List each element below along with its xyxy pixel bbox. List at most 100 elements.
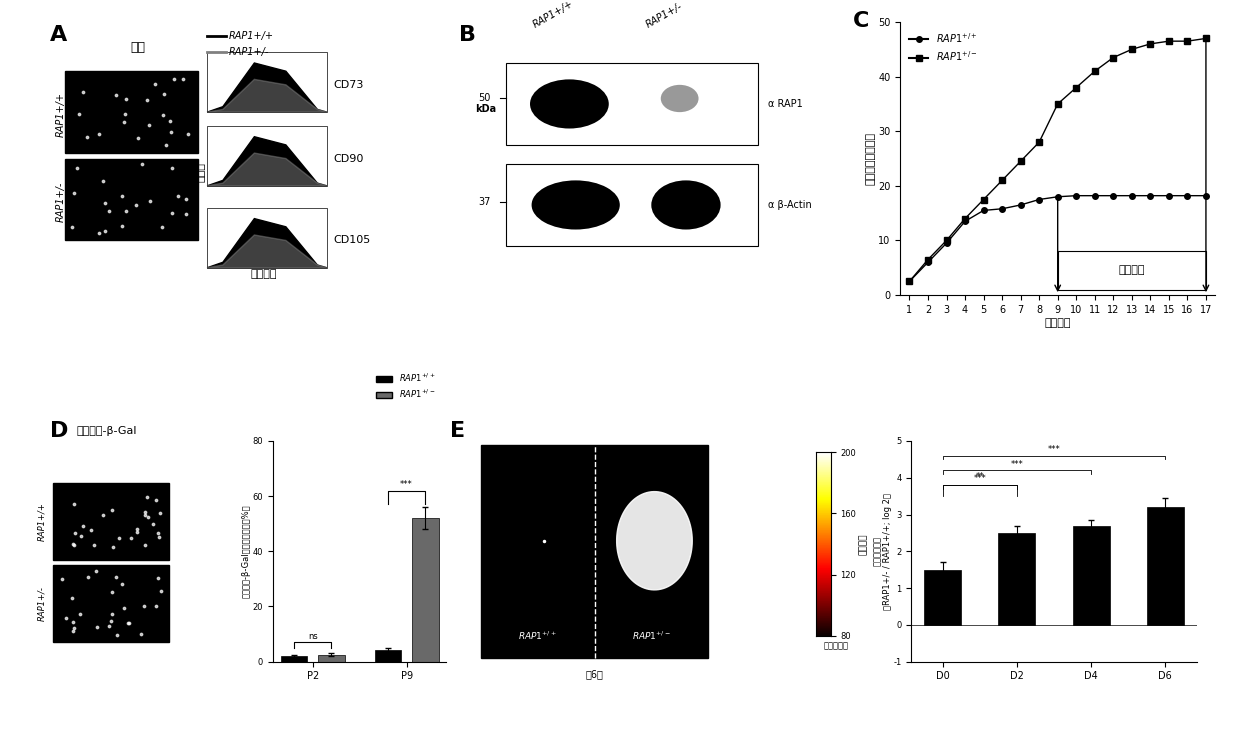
Bar [1073,526,1110,625]
Text: $RAP1^{+/+}$: $RAP1^{+/+}$ [518,629,557,642]
Point [57,612,77,624]
Bar [1147,507,1184,625]
Text: kDa: kDa [475,104,496,115]
Point [134,600,154,612]
RAP1+/+ [1069,191,1084,200]
Polygon shape [207,63,327,112]
Text: 第6天: 第6天 [585,669,604,679]
Point [135,539,155,551]
Point [113,190,133,201]
Point [176,193,196,205]
Text: 信号强度: 信号强度 [250,269,277,279]
RAP1+/+ [1143,191,1158,200]
Point [151,585,171,597]
Text: CD105: CD105 [334,235,371,245]
FancyBboxPatch shape [207,126,327,186]
Point [102,587,122,598]
Point [103,608,123,620]
Point [136,492,156,503]
FancyBboxPatch shape [53,484,170,560]
Point [84,539,104,551]
Point [103,541,123,553]
Point [161,126,181,137]
Legend: $RAP1^{+/+}$, $RAP1^{+/-}$: $RAP1^{+/+}$, $RAP1^{+/-}$ [372,368,439,404]
Polygon shape [207,153,327,186]
Point [128,523,148,535]
FancyBboxPatch shape [207,208,327,268]
Point [73,520,93,531]
Point [149,531,169,543]
Bar [280,656,308,662]
Point [95,226,115,237]
Bar [412,518,439,662]
Point [63,625,83,637]
Point [115,93,135,105]
Ellipse shape [532,180,620,229]
Point [148,572,167,584]
Text: ***: *** [1011,459,1023,469]
Point [86,565,105,577]
RAP1+/+ [1180,191,1195,200]
Y-axis label: 相对荧光强度
（RAP1+/- / RAP1+/+; log 2）: 相对荧光强度 （RAP1+/- / RAP1+/+; log 2） [873,492,892,610]
FancyBboxPatch shape [66,159,197,240]
Point [179,128,198,140]
RAP1+/+ [976,206,991,215]
RAP1+/+ [1013,201,1028,209]
Text: ***: *** [973,474,986,484]
FancyBboxPatch shape [1058,251,1207,290]
Point [139,118,159,130]
Point [63,539,83,551]
RAP1+/+ [1032,195,1047,204]
Point [146,494,166,506]
Point [165,73,185,85]
Line: RAP1+/+: RAP1+/+ [906,193,1209,284]
Point [156,139,176,151]
Y-axis label: 光强标尺: 光强标尺 [859,533,868,555]
Point [107,89,126,101]
FancyBboxPatch shape [481,445,708,658]
RAP1+/- [1106,53,1121,62]
Point [107,571,126,583]
Point [138,511,157,523]
RAP1+/+ [994,204,1009,213]
Text: **: ** [976,473,985,481]
Point [88,226,108,238]
Point [62,220,82,232]
Text: A: A [50,25,67,45]
RAP1+/- [1069,83,1084,92]
Text: RAP1+/+: RAP1+/+ [56,93,66,137]
Point [176,208,196,220]
RAP1+/- [1125,45,1140,54]
Polygon shape [207,79,327,112]
Point [93,509,113,521]
Text: E: E [450,420,465,440]
Point [107,629,126,641]
RAP1+/+ [1050,193,1065,201]
Text: RAP1+/+: RAP1+/+ [532,0,575,30]
Text: 细胞数: 细胞数 [196,162,206,182]
Point [172,73,192,85]
Point [109,532,129,544]
Polygon shape [207,235,327,268]
RAP1+/- [994,176,1009,184]
Point [63,616,83,628]
RAP1+/- [1143,40,1158,49]
RAP1+/- [976,195,991,204]
X-axis label: 细胞代数: 细胞代数 [1044,318,1071,328]
Point [115,109,135,121]
Point [64,527,84,539]
Point [114,117,134,129]
RAP1+/+ [1087,191,1102,200]
Point [135,506,155,517]
Point [81,524,100,536]
Text: 50: 50 [479,93,491,104]
Point [67,162,87,173]
Text: CD90: CD90 [334,154,363,164]
Point [151,220,171,232]
RAP1+/- [1087,67,1102,76]
Text: 生长阻滞: 生长阻滞 [1118,265,1145,276]
RAP1+/- [1013,157,1028,165]
Text: CD73: CD73 [334,80,363,90]
Point [63,539,83,551]
FancyBboxPatch shape [66,71,197,153]
